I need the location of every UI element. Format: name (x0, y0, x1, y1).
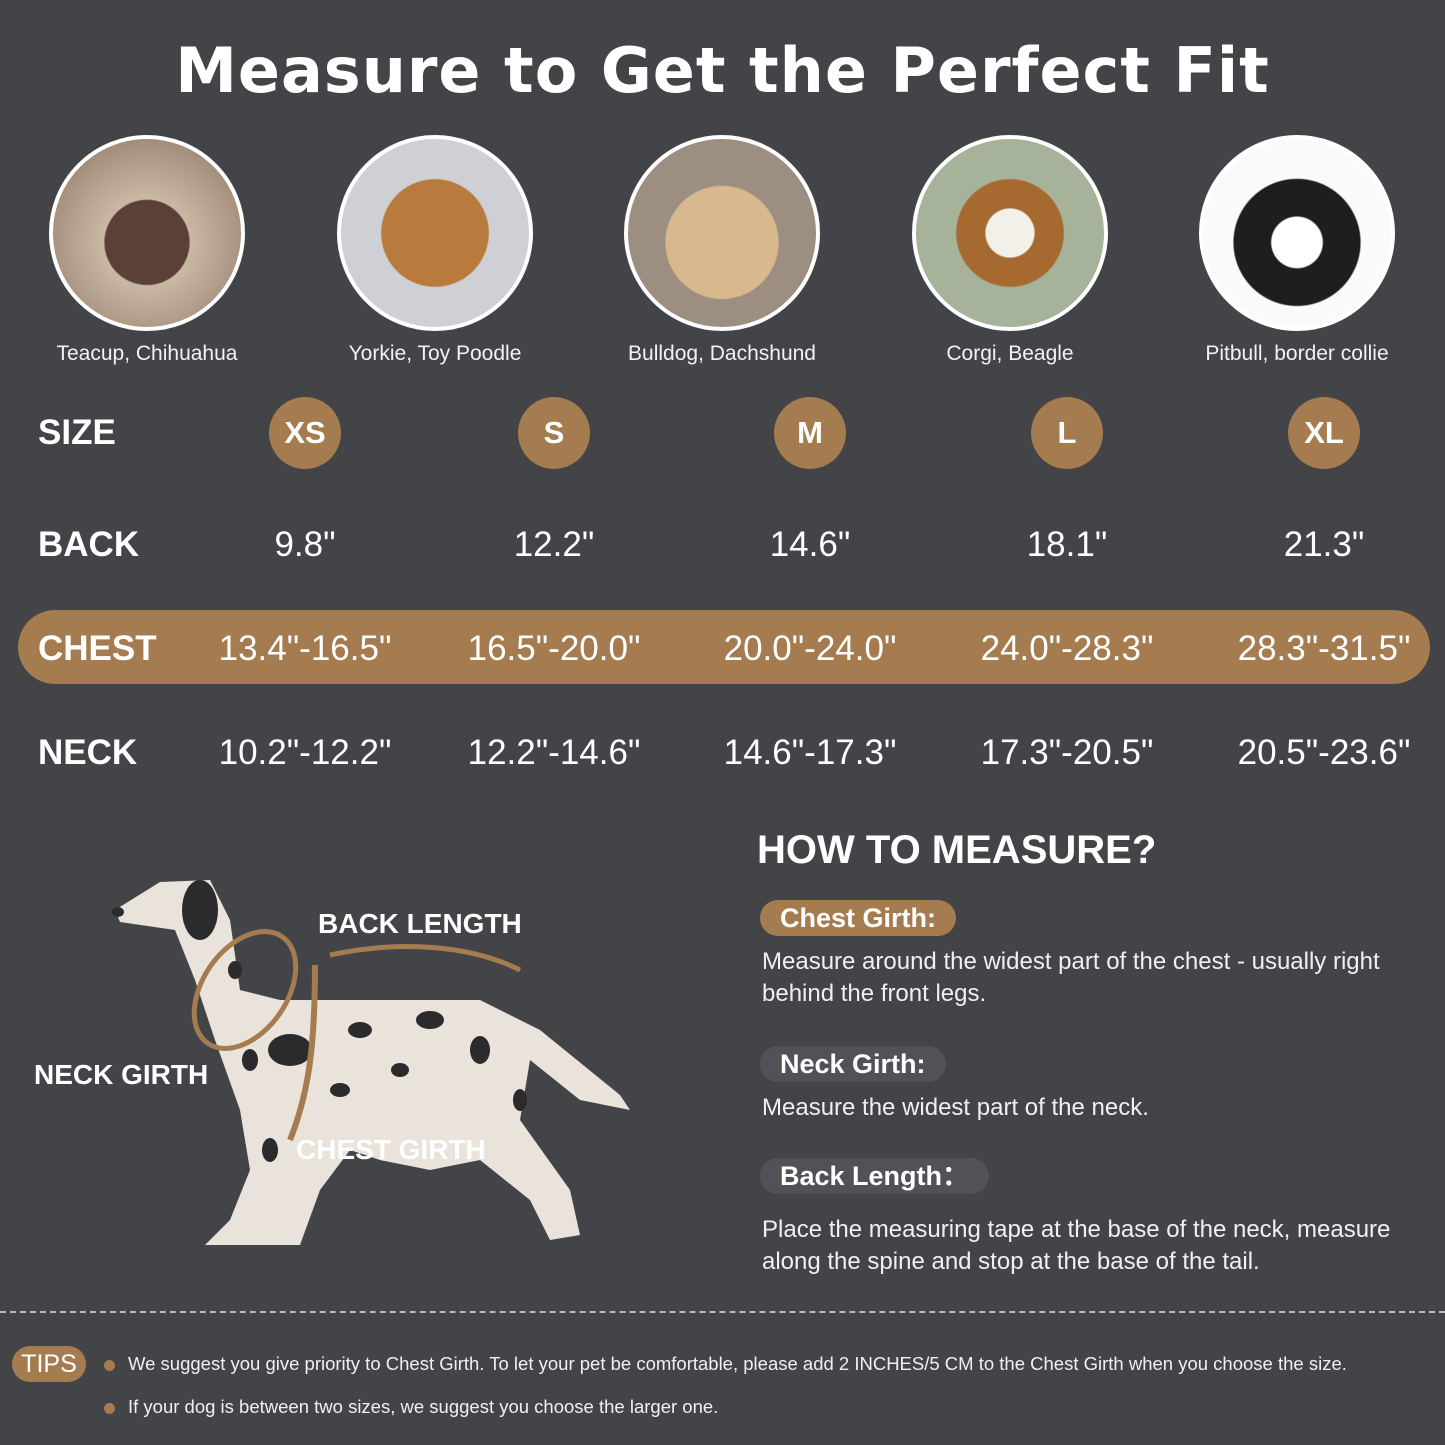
neck-girth-description: Measure the widest part of the neck. (762, 1094, 1149, 1121)
chest-value: 16.5"-20.0" (467, 629, 641, 668)
chest-girth-label: CHEST GIRTH (296, 1134, 486, 1165)
divider (0, 1311, 1445, 1313)
neck-value: 10.2"-12.2" (218, 733, 392, 772)
chest-value: 28.3"-31.5" (1237, 629, 1411, 668)
back-value: 18.1" (1026, 525, 1108, 564)
chest-value: 13.4"-16.5" (218, 629, 392, 668)
chest-value: 24.0"-28.3" (980, 629, 1154, 668)
back-value: 21.3" (1283, 525, 1365, 564)
back-row-label: BACK (38, 525, 140, 564)
breed-label: Pitbull, border collie (1205, 342, 1389, 365)
size-badge: M (774, 397, 846, 469)
beagle-photo (912, 135, 1108, 331)
back-value: 14.6" (769, 525, 851, 564)
neck-value: 20.5"-23.6" (1237, 733, 1411, 772)
size-badge: XL (1288, 397, 1360, 469)
back-length-pill: Back Length： (760, 1158, 990, 1194)
back-value: 9.8" (274, 525, 336, 564)
page-title: Measure to Get the Perfect Fit (175, 34, 1270, 107)
neck-value: 17.3"-20.5" (980, 733, 1154, 772)
neck-value: 14.6"-17.3" (723, 733, 897, 772)
back-length-label: BACK LENGTH (318, 908, 522, 939)
chest-row-highlight (18, 610, 1430, 684)
size-badge: XS (269, 397, 341, 469)
size-row-label: SIZE (38, 413, 116, 452)
tips-badge: TIPS (12, 1346, 86, 1382)
how-to-measure-heading: HOW TO MEASURE? (757, 828, 1157, 872)
back-length-description: Place the measuring tape at the base of … (762, 1216, 1391, 1275)
bullet-icon (104, 1359, 115, 1371)
tip-text: If your dog is between two sizes, we sug… (128, 1396, 719, 1417)
tip-item: We suggest you give priority to Chest Gi… (104, 1353, 1347, 1375)
neck-girth-pill: Neck Girth: (760, 1046, 946, 1082)
breed-label: Corgi, Beagle (946, 342, 1074, 365)
chest-girth-pill: Chest Girth: (760, 900, 957, 936)
yorkie-photo (337, 135, 533, 331)
dalmatian-illustration (112, 880, 630, 1245)
chihuahua-photo (49, 135, 245, 331)
bullet-icon (104, 1402, 115, 1414)
breed-label: Bulldog, Dachshund (628, 342, 816, 365)
neck-row-label: NECK (38, 733, 138, 772)
pug-photo (624, 135, 820, 331)
chest-value: 20.0"-24.0" (723, 629, 897, 668)
size-badge: L (1031, 397, 1103, 469)
size-badge: S (518, 397, 590, 469)
neck-girth-label: NECK GIRTH (34, 1059, 209, 1090)
chest-girth-description: Measure around the widest part of the ch… (762, 948, 1380, 1007)
border-collie-photo (1199, 135, 1395, 331)
neck-value: 12.2"-14.6" (467, 733, 641, 772)
tip-item: If your dog is between two sizes, we sug… (104, 1396, 718, 1418)
tip-text: We suggest you give priority to Chest Gi… (128, 1353, 1347, 1374)
chest-row-label: CHEST (38, 629, 157, 668)
breed-label: Yorkie, Toy Poodle (348, 342, 522, 365)
breed-label: Teacup, Chihuahua (56, 342, 238, 365)
back-value: 12.2" (513, 525, 595, 564)
